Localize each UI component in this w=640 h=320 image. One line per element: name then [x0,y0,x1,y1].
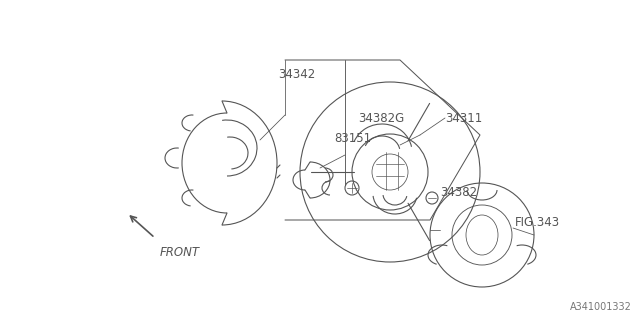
Text: 34382: 34382 [440,186,477,198]
Text: FRONT: FRONT [160,246,200,259]
Text: A341001332: A341001332 [570,302,632,312]
Text: FIG.343: FIG.343 [515,215,560,228]
Text: 34382G: 34382G [358,112,404,125]
Text: 83151: 83151 [334,132,371,145]
Text: 34342: 34342 [278,68,316,81]
Text: 34311: 34311 [445,112,483,125]
